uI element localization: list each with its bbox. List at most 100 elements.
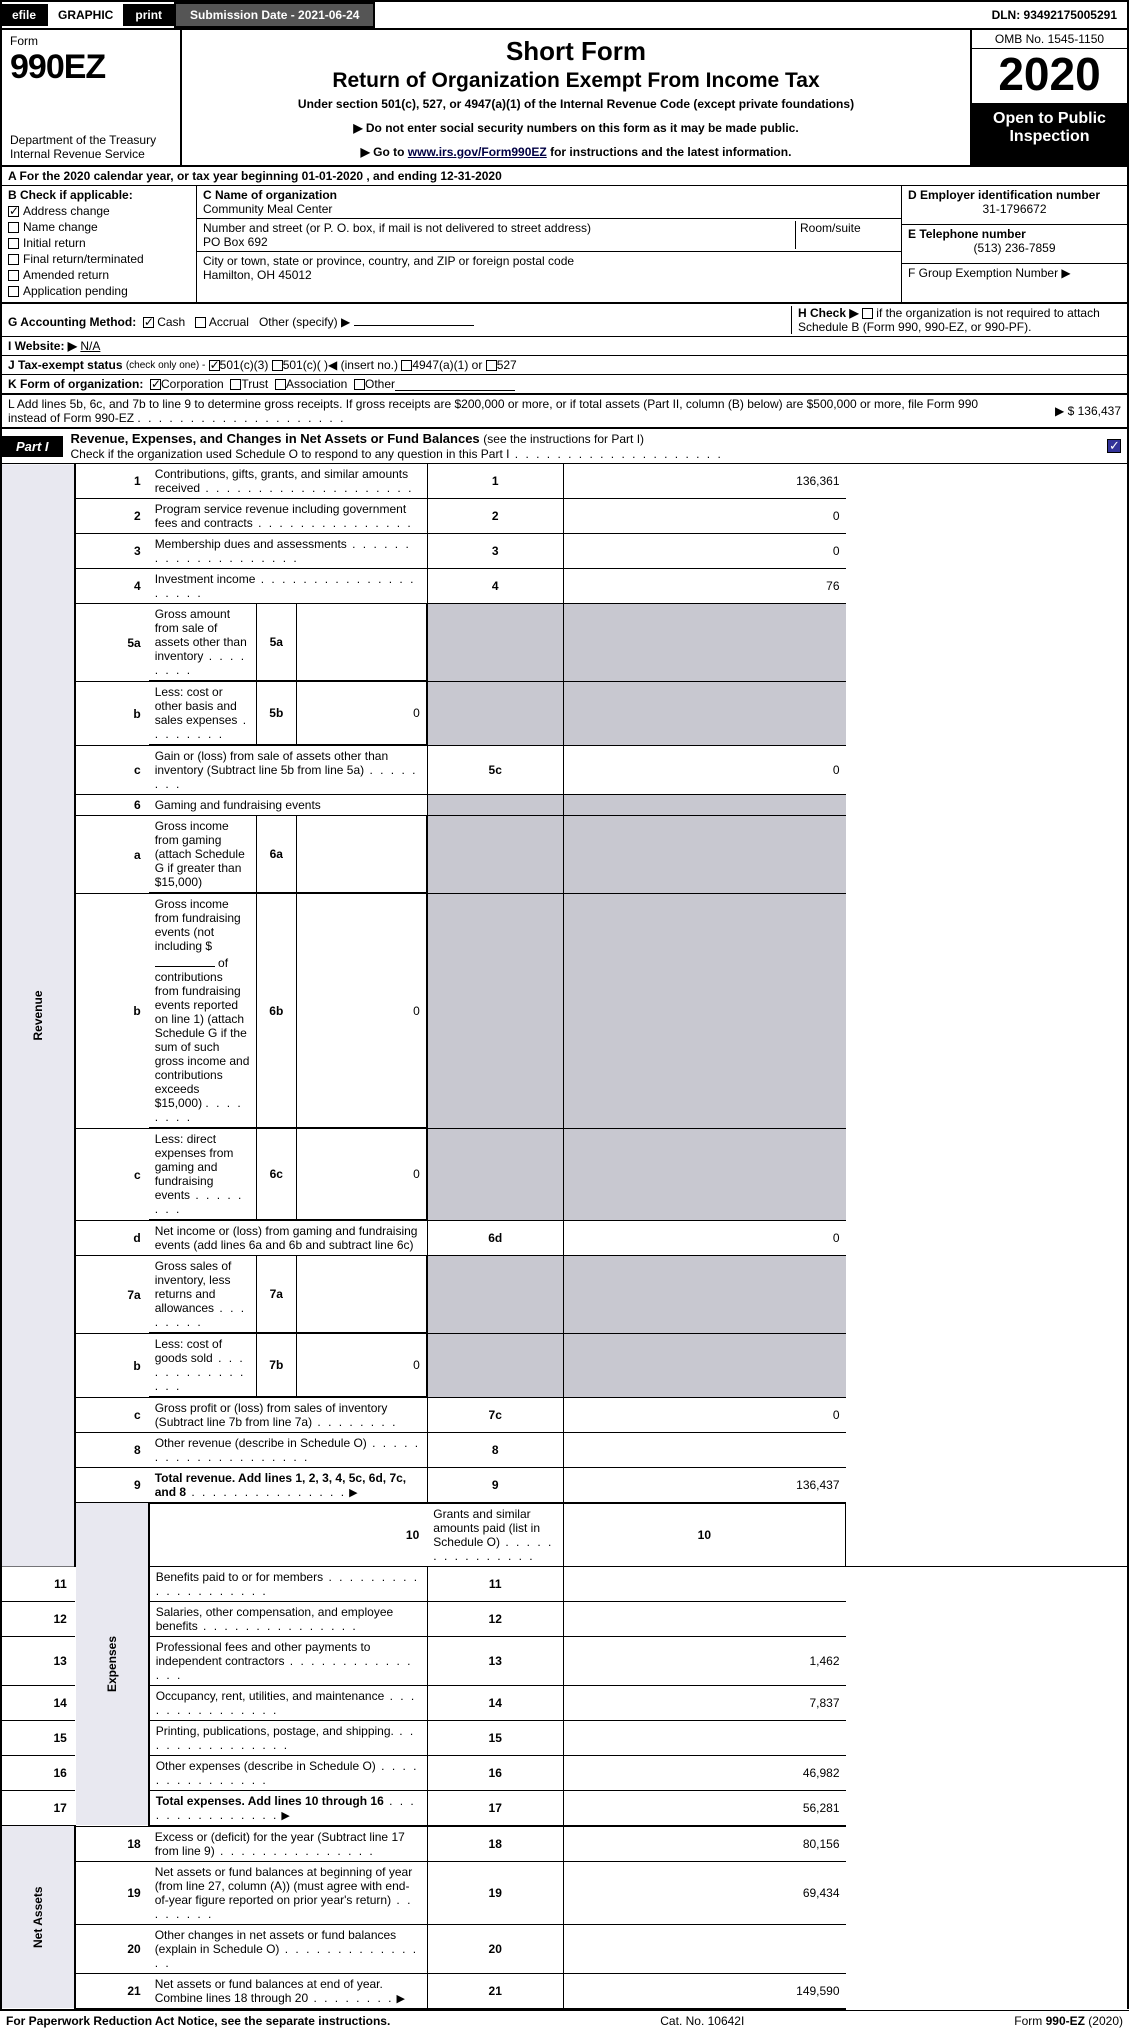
row-6a-ln-grey [427, 816, 563, 894]
row-17-num: 17 [1, 1791, 75, 1827]
phone-label: E Telephone number [908, 227, 1026, 241]
lbl-final-return: Final return/terminated [23, 252, 144, 266]
dept-irs: Internal Revenue Service [10, 147, 172, 161]
row-12-num: 12 [1, 1602, 75, 1637]
part-1-badge: Part I [2, 436, 63, 457]
row-12: 12 Salaries, other compensation, and emp… [1, 1602, 1128, 1637]
cb-corporation[interactable] [150, 379, 161, 390]
row-16: 16 Other expenses (describe in Schedule … [1, 1756, 1128, 1791]
efile-button[interactable]: efile [2, 4, 48, 26]
cb-cash[interactable] [143, 317, 154, 328]
line-i: I Website: ▶ N/A [0, 337, 1129, 356]
row-4-desc: Investment income [155, 572, 256, 586]
cb-final-return[interactable] [8, 254, 19, 265]
row-7b-in: 7b [256, 1334, 296, 1397]
cb-other-org[interactable] [354, 379, 365, 390]
row-5c-ln: 5c [427, 746, 563, 795]
cb-4947[interactable] [401, 360, 412, 371]
cb-accrual[interactable] [195, 317, 206, 328]
row-21-num: 21 [75, 1974, 149, 2010]
other-method-input[interactable] [354, 312, 474, 326]
cb-association[interactable] [275, 379, 286, 390]
row-7c-ln: 7c [427, 1398, 563, 1433]
other-org-input[interactable] [395, 377, 515, 391]
row-5c-num: c [75, 746, 149, 795]
row-4-num: 4 [75, 569, 149, 604]
city-value: Hamilton, OH 45012 [203, 268, 312, 282]
row-6c-ln-grey [427, 1129, 563, 1221]
row-3-desc: Membership dues and assessments [155, 537, 347, 551]
tax-exempt-label: J Tax-exempt status [8, 358, 123, 372]
row-6d-num: d [75, 1221, 149, 1256]
row-1-val: 136,361 [563, 464, 845, 499]
cb-application-pending[interactable] [8, 286, 19, 297]
lbl-trust: Trust [241, 377, 268, 391]
row-2-ln: 2 [427, 499, 563, 534]
row-2-num: 2 [75, 499, 149, 534]
row-11-val [563, 1567, 845, 1602]
row-7c-num: c [75, 1398, 149, 1433]
row-19-ln: 19 [427, 1862, 563, 1925]
line-j: J Tax-exempt status (check only one) - 5… [0, 356, 1129, 375]
row-6d-val: 0 [563, 1221, 845, 1256]
row-6b-desc1: Gross income from fundraising events (no… [155, 897, 241, 953]
lbl-application-pending: Application pending [23, 284, 128, 298]
row-17-ln: 17 [427, 1791, 563, 1827]
row-5c: c Gain or (loss) from sale of assets oth… [1, 746, 1128, 795]
cb-schedule-b[interactable] [862, 308, 873, 319]
row-21: 21 Net assets or fund balances at end of… [1, 1974, 1128, 2010]
cb-527[interactable] [486, 360, 497, 371]
row-20-ln: 20 [427, 1925, 563, 1974]
row-16-val: 46,982 [563, 1756, 845, 1791]
row-15-num: 15 [1, 1721, 75, 1756]
row-18-ln: 18 [427, 1826, 563, 1862]
cb-501c3[interactable] [209, 360, 220, 371]
row-5b-iv: 0 [296, 682, 426, 745]
cb-501c[interactable] [272, 360, 283, 371]
city-label: City or town, state or province, country… [203, 254, 574, 268]
schedule-o-checkbox[interactable] [1107, 439, 1121, 453]
cb-amended-return[interactable] [8, 270, 19, 281]
group-exemption-label: F Group Exemption Number ▶ [908, 266, 1071, 280]
row-4-val: 76 [563, 569, 845, 604]
side-net-assets: Net Assets [1, 1826, 75, 2009]
cb-initial-return[interactable] [8, 238, 19, 249]
footer-cat-no: Cat. No. 10642I [660, 2014, 744, 2028]
row-8-ln: 8 [427, 1433, 563, 1468]
row-19-num: 19 [75, 1862, 149, 1925]
instructions-link[interactable]: www.irs.gov/Form990EZ [408, 145, 547, 159]
print-button[interactable]: print [125, 4, 174, 26]
row-17: 17 Total expenses. Add lines 10 through … [1, 1791, 1128, 1827]
cb-address-change[interactable] [8, 206, 19, 217]
submission-date: Submission Date - 2021-06-24 [174, 2, 375, 28]
cb-name-change[interactable] [8, 222, 19, 233]
row-6a-val-grey [563, 816, 845, 894]
row-6c-iv: 0 [296, 1129, 426, 1220]
line-k: K Form of organization: Corporation Trus… [0, 375, 1129, 395]
row-4-ln: 4 [427, 569, 563, 604]
row-2-val: 0 [563, 499, 845, 534]
row-11: 11 Benefits paid to or for members 11 [1, 1567, 1128, 1602]
row-7a: 7a Gross sales of inventory, less return… [1, 1256, 1128, 1334]
phone-value: (513) 236-7859 [908, 241, 1121, 255]
row-19-desc: Net assets or fund balances at beginning… [155, 1865, 413, 1907]
row-21-val: 149,590 [563, 1974, 845, 2010]
lbl-amended-return: Amended return [23, 268, 109, 282]
row-7a-iv [296, 1256, 426, 1333]
part-1-header: Part I Revenue, Expenses, and Changes in… [0, 429, 1129, 464]
row-6b-blank[interactable] [155, 953, 215, 967]
goto-prefix: ▶ Go to [361, 145, 408, 159]
cb-trust[interactable] [230, 379, 241, 390]
row-4: 4 Investment income 4 76 [1, 569, 1128, 604]
row-16-desc: Other expenses (describe in Schedule O) [156, 1759, 376, 1773]
row-18: Net Assets 18 Excess or (deficit) for th… [1, 1826, 1128, 1862]
row-5a-in: 5a [256, 604, 296, 681]
row-11-desc: Benefits paid to or for members [156, 1570, 323, 1584]
row-8: 8 Other revenue (describe in Schedule O)… [1, 1433, 1128, 1468]
row-12-ln: 12 [427, 1602, 563, 1637]
ssn-warning: ▶ Do not enter social security numbers o… [192, 121, 960, 135]
goto-suffix: for instructions and the latest informat… [547, 145, 792, 159]
entity-info-block: B Check if applicable: Address change Na… [0, 186, 1129, 304]
graphic-button[interactable]: GRAPHIC [48, 4, 125, 26]
row-2: 2 Program service revenue including gove… [1, 499, 1128, 534]
